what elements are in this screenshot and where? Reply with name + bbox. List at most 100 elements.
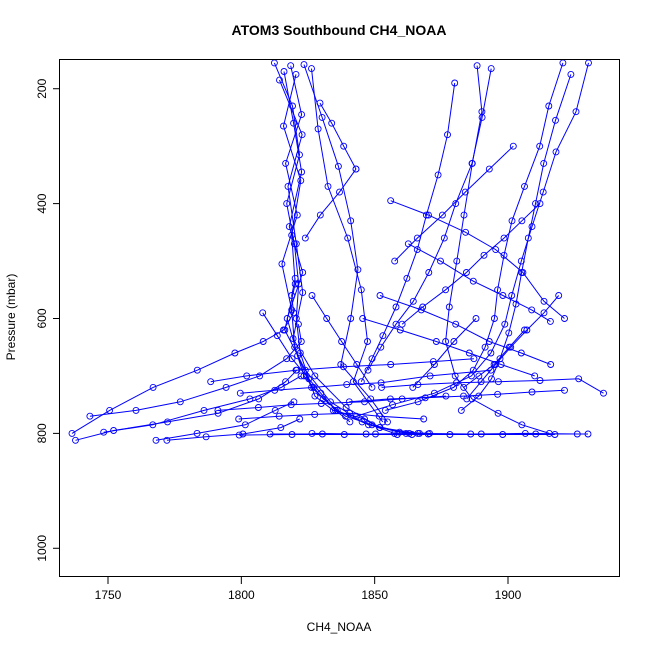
data-point [430,389,438,397]
data-point [289,335,297,343]
data-point [421,394,429,402]
y-tick-label: 1000 [35,535,49,562]
data-point [290,240,298,248]
data-point [288,355,296,363]
profile-line [379,295,551,365]
data-point [461,188,469,196]
data-point [72,436,79,444]
data-point [473,62,481,70]
data-point [499,292,507,299]
x-tick-label: 1850 [361,588,388,602]
data-point [546,317,554,325]
data-point [346,409,354,417]
profile-line [279,79,418,434]
data-point [413,234,421,242]
data-point [375,412,383,420]
data-point [297,177,305,185]
data-point [200,406,208,414]
data-point [284,182,292,190]
data-point [346,418,354,426]
data-point [519,269,527,276]
data-point [298,168,306,176]
data-point [324,182,332,190]
data-point [323,315,331,322]
data-point [317,400,325,407]
data-point [290,119,298,127]
data-point [468,372,475,380]
data-point [202,433,210,441]
data-point [336,188,343,196]
data-point [362,430,370,438]
data-point [273,332,281,340]
data-point [545,102,553,110]
profile-line [381,378,604,394]
data-point [207,378,215,386]
data-point [302,372,310,380]
data-point [536,377,544,384]
data-point [68,429,76,437]
data-point [509,142,517,150]
data-point [292,240,300,248]
data-point [236,389,244,397]
data-point [521,429,529,437]
x-axis-label: CH4_NOAA [307,620,372,634]
data-point [328,119,336,127]
data-point [376,292,384,299]
plot-frame [59,59,620,577]
data-point [280,68,288,75]
profile-line [390,200,565,319]
profile-line [166,418,300,441]
data-point [352,165,360,173]
profile-line [239,434,555,436]
data-point [343,381,351,389]
x-tick-label: 1800 [228,588,255,602]
data-point [376,424,384,432]
data-point [222,383,230,391]
data-point [297,372,305,380]
data-point [457,406,465,414]
data-point [298,131,306,139]
data-point [297,338,305,345]
data-point [521,326,528,334]
data-point [291,274,299,282]
data-point [403,274,411,282]
data-point [280,326,287,334]
data-point [451,79,459,87]
data-point [409,297,417,305]
data-point [358,418,366,426]
data-point [501,320,509,328]
data-point [572,108,580,116]
data-point [536,200,544,208]
data-point [340,363,347,371]
data-point [100,428,108,436]
data-point [389,401,396,409]
data-point [378,383,386,391]
data-point [387,197,395,205]
data-point [490,361,498,368]
data-point [132,406,140,414]
data-point [505,329,513,337]
x-tick-label: 1750 [95,588,122,602]
data-point [357,286,365,294]
profile-line [281,65,407,434]
data-point [283,200,291,208]
data-point [292,366,300,374]
data-point [285,223,293,231]
data-point [540,297,548,305]
data-point [518,217,526,225]
data-point [301,234,309,242]
data-point [379,332,387,340]
profile-line [311,432,578,435]
profile-line [401,203,541,325]
data-point [278,260,286,268]
data-point [288,292,296,299]
data-point [290,309,298,317]
data-point [445,303,453,311]
data-point [539,188,547,196]
data-point [299,289,307,297]
profile-line [463,329,525,388]
data-point [393,431,401,438]
profile-line [466,295,560,400]
data-point [425,211,432,219]
data-point [478,113,486,121]
